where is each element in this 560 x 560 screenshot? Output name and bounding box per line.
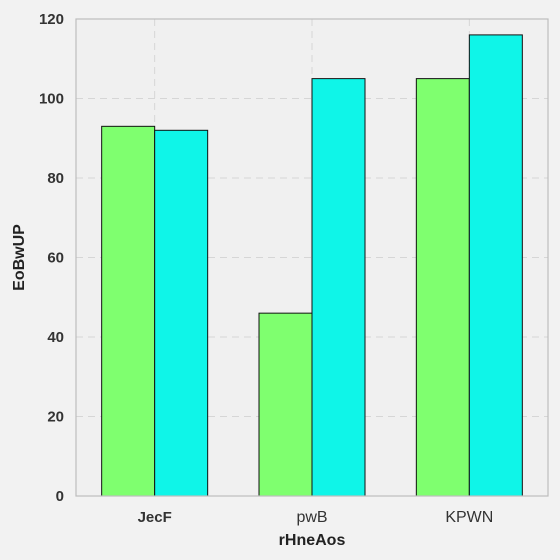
y-axis-ticks: 0 20 40 60 80 100 120 [39, 11, 64, 505]
y-axis-label: EoBwUP [11, 224, 28, 291]
y-tick-label-6: 120 [39, 11, 64, 28]
bar-s1-2 [468, 34, 523, 497]
bar-s0-2 [415, 78, 470, 497]
x-tick-label-2: KPWN [445, 509, 493, 526]
y-tick-label-4: 80 [47, 170, 64, 187]
x-axis-ticks: JecF pwB KPWN [138, 509, 494, 526]
bar-s1-0 [154, 129, 209, 497]
y-tick-label-2: 40 [47, 329, 64, 346]
x-axis-label: rHneAos [279, 532, 346, 549]
bar-s0-0 [101, 125, 156, 497]
x-tick-label-1: pwB [296, 509, 327, 526]
y-tick-label-3: 60 [47, 250, 64, 267]
bar-s1-1 [311, 78, 366, 497]
plot-frame [75, 18, 549, 497]
x-tick-label-0: JecF [138, 509, 172, 526]
y-tick-label-5: 100 [39, 91, 64, 108]
y-tick-label-1: 20 [47, 409, 64, 426]
y-tick-label-0: 0 [56, 488, 64, 505]
bar-s0-1 [258, 312, 313, 497]
